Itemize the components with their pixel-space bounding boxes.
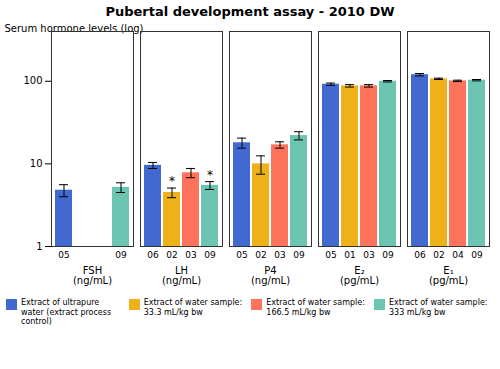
svg-text:05: 05 [236,250,247,260]
svg-text:E₁(pg/mL): E₁(pg/mL) [429,265,468,286]
svg-text:05: 05 [58,250,69,260]
html-text:Pubertal development assay - 2: Pubertal development assay - 2010 DW [105,4,395,19]
svg-text:06: 06 [147,250,159,260]
svg-text:01: 01 [344,250,355,260]
svg-text:03: 03 [274,250,285,260]
svg-text:03: 03 [185,250,196,260]
svg-text:03: 03 [363,250,374,260]
svg-text:LH(ng/mL): LH(ng/mL) [162,265,201,286]
svg-text:*: * [169,174,175,188]
svg-text:10: 10 [30,158,43,169]
svg-text:09: 09 [293,250,305,260]
svg-text:09: 09 [204,250,216,260]
svg-text:Serum hormone levels (log): Serum hormone levels (log) [4,22,144,34]
html-text:Extract of water sample: 333 m: Extract of water sample: 333 mL/kg bw [389,298,488,317]
svg-text:05: 05 [325,250,336,260]
svg-text:1: 1 [36,241,42,252]
svg-text:*: * [207,168,213,182]
svg-text:P4(ng/mL): P4(ng/mL) [251,265,290,286]
svg-text:09: 09 [115,250,127,260]
html-text:Extract of ultrapure water (ex: Extract of ultrapure water (extract proc… [21,298,112,327]
html-text:Extract of water sample: 166.5: Extract of water sample: 166.5 mL/kg bw [266,298,365,317]
svg-text:09: 09 [382,250,394,260]
svg-text:E₂(pg/mL): E₂(pg/mL) [340,265,379,286]
svg-text:02: 02 [255,250,266,260]
svg-text:04: 04 [452,250,464,260]
html-text:Extract of water sample: 33.3: Extract of water sample: 33.3 mL/kg bw [143,298,243,317]
svg-text:100: 100 [23,75,42,86]
svg-text:02: 02 [433,250,444,260]
svg-text:06: 06 [414,250,426,260]
svg-text:09: 09 [471,250,483,260]
svg-text:02: 02 [166,250,177,260]
svg-text:FSH(ng/mL): FSH(ng/mL) [73,265,112,286]
